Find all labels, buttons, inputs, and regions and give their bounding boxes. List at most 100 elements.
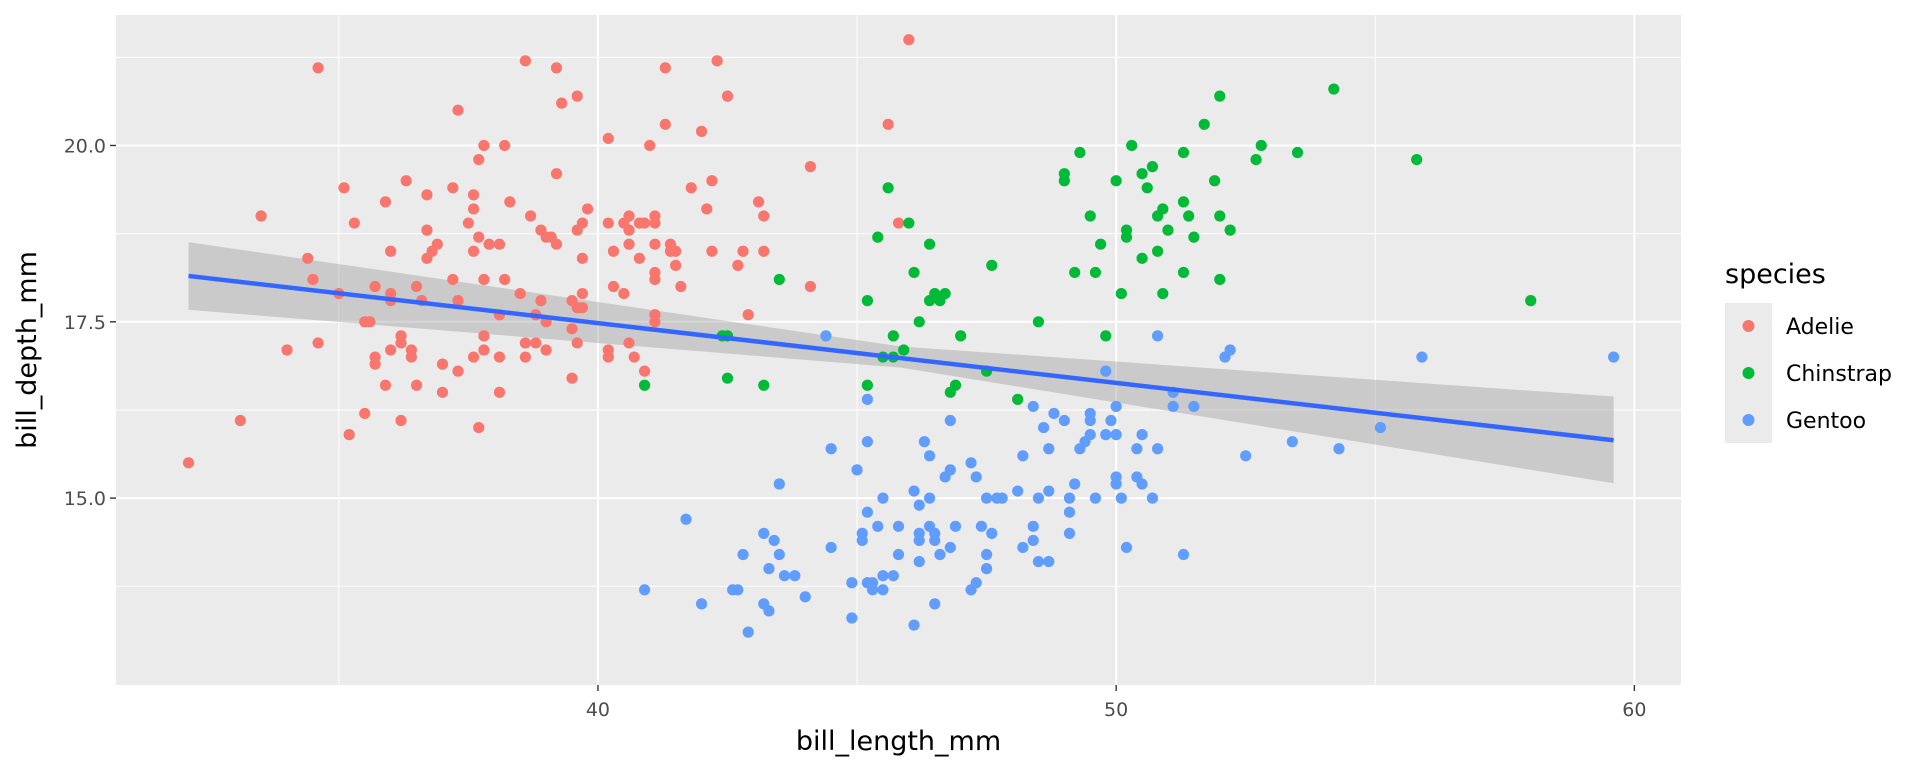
point-chinstrap bbox=[721, 372, 734, 384]
point-gentoo bbox=[1043, 443, 1055, 455]
point-adelie bbox=[312, 62, 324, 74]
point-adelie bbox=[623, 337, 635, 349]
point-adelie bbox=[607, 245, 620, 257]
trend-layer bbox=[188, 273, 1614, 443]
point-adelie bbox=[478, 330, 490, 342]
point-gentoo bbox=[638, 584, 651, 596]
point-adelie bbox=[581, 203, 594, 215]
legend-label-gentoo: Gentoo bbox=[1786, 409, 1866, 434]
point-adelie bbox=[519, 55, 531, 67]
point-chinstrap bbox=[1152, 245, 1164, 257]
point-chinstrap bbox=[913, 316, 925, 328]
point-adelie bbox=[903, 34, 915, 46]
minor-gridlines bbox=[116, 15, 1681, 685]
point-chinstrap bbox=[1177, 196, 1190, 208]
point-adelie bbox=[504, 196, 516, 208]
point-adelie bbox=[499, 139, 511, 152]
point-adelie bbox=[395, 330, 407, 342]
point-chinstrap bbox=[1177, 266, 1190, 279]
point-chinstrap bbox=[1146, 161, 1159, 173]
point-adelie bbox=[659, 62, 671, 74]
point-adelie bbox=[467, 189, 480, 201]
point-gentoo bbox=[1177, 548, 1190, 561]
point-gentoo bbox=[1115, 492, 1127, 504]
points-layer bbox=[182, 34, 1620, 638]
point-adelie bbox=[556, 97, 568, 109]
point-adelie bbox=[649, 266, 661, 279]
point-adelie bbox=[649, 309, 661, 321]
point-chinstrap bbox=[1141, 182, 1153, 194]
point-adelie bbox=[473, 153, 485, 166]
x-axis-title: bill_length_mm bbox=[796, 726, 1001, 757]
point-gentoo bbox=[1146, 492, 1159, 504]
point-adelie bbox=[410, 379, 423, 391]
point-chinstrap bbox=[1411, 153, 1423, 166]
point-gentoo bbox=[695, 598, 708, 610]
point-chinstrap bbox=[923, 238, 936, 250]
point-adelie bbox=[675, 280, 687, 293]
x-tick-label: 40 bbox=[586, 699, 610, 721]
point-gentoo bbox=[820, 330, 832, 342]
point-chinstrap bbox=[1069, 266, 1081, 279]
point-gentoo bbox=[1027, 534, 1039, 547]
point-gentoo bbox=[1333, 443, 1345, 455]
point-gentoo bbox=[944, 464, 956, 476]
point-gentoo bbox=[1089, 492, 1102, 504]
legend-item-adelie: Adelie bbox=[1742, 315, 1854, 340]
point-adelie bbox=[623, 238, 635, 250]
legend-swatch-gentoo bbox=[1742, 414, 1755, 426]
point-adelie bbox=[566, 372, 578, 384]
point-adelie bbox=[447, 273, 459, 286]
point-adelie bbox=[421, 189, 433, 201]
y-tick-label: 15.0 bbox=[64, 488, 106, 510]
point-adelie bbox=[602, 132, 614, 145]
point-chinstrap bbox=[986, 259, 998, 271]
point-adelie bbox=[670, 259, 682, 271]
point-chinstrap bbox=[1157, 203, 1169, 215]
point-gentoo bbox=[866, 577, 879, 589]
point-gentoo bbox=[1105, 414, 1117, 427]
point-chinstrap bbox=[1032, 316, 1045, 328]
point-gentoo bbox=[763, 605, 775, 617]
point-gentoo bbox=[1374, 421, 1387, 434]
point-chinstrap bbox=[872, 231, 884, 243]
point-gentoo bbox=[732, 584, 744, 596]
point-adelie bbox=[566, 323, 578, 335]
point-gentoo bbox=[975, 520, 988, 532]
legend-swatch-adelie bbox=[1742, 320, 1755, 332]
point-gentoo bbox=[887, 570, 899, 582]
point-gentoo bbox=[1017, 541, 1029, 554]
point-chinstrap bbox=[903, 217, 915, 229]
major-gridlines bbox=[116, 15, 1681, 685]
point-chinstrap bbox=[882, 182, 894, 194]
point-gentoo bbox=[913, 555, 925, 568]
point-adelie bbox=[312, 337, 324, 349]
point-adelie bbox=[467, 203, 480, 215]
point-adelie bbox=[473, 421, 485, 434]
point-gentoo bbox=[1012, 485, 1024, 497]
point-chinstrap bbox=[1100, 330, 1112, 342]
legend-swatch-chinstrap bbox=[1742, 367, 1755, 379]
x-axis-ticks: 40 50 60 bbox=[586, 685, 1646, 721]
point-adelie bbox=[737, 245, 749, 257]
point-adelie bbox=[467, 351, 480, 363]
point-chinstrap bbox=[1110, 175, 1122, 187]
point-adelie bbox=[530, 337, 542, 349]
point-adelie bbox=[234, 414, 246, 427]
point-adelie bbox=[307, 273, 319, 286]
point-adelie bbox=[804, 280, 817, 293]
point-chinstrap bbox=[939, 287, 951, 300]
point-adelie bbox=[701, 203, 713, 215]
point-adelie bbox=[281, 344, 293, 356]
point-chinstrap bbox=[1162, 224, 1174, 236]
point-chinstrap bbox=[887, 330, 899, 342]
point-chinstrap bbox=[1089, 266, 1102, 279]
point-chinstrap bbox=[638, 379, 651, 391]
point-gentoo bbox=[1063, 506, 1076, 518]
point-gentoo bbox=[1240, 450, 1252, 462]
point-gentoo bbox=[1058, 414, 1070, 427]
point-gentoo bbox=[1110, 429, 1122, 441]
point-gentoo bbox=[773, 548, 785, 561]
legend-items: Adelie Chinstrap Gentoo bbox=[1725, 303, 1892, 443]
point-adelie bbox=[602, 217, 614, 229]
